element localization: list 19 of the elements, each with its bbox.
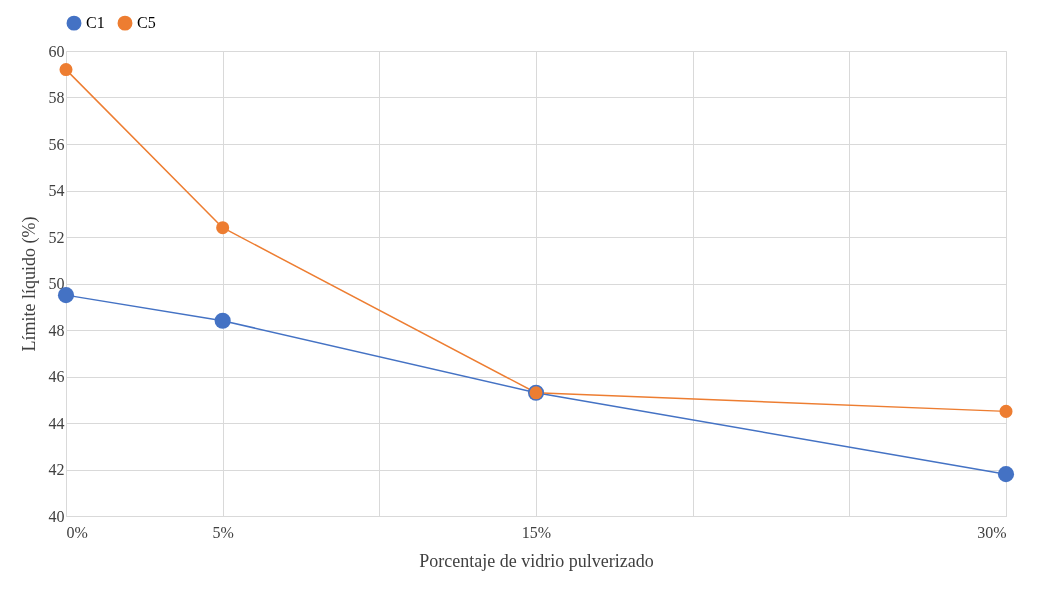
- y-tick-label: 48: [48, 321, 65, 339]
- legend-label: C1: [86, 14, 105, 32]
- x-tick-label: 30%: [977, 523, 1007, 541]
- y-tick-label: 60: [48, 42, 65, 60]
- x-tick-label: 0%: [66, 523, 88, 541]
- x-axis-title: Porcentaje de vidrio pulverizado: [419, 550, 654, 571]
- y-tick-label: 46: [48, 368, 65, 385]
- y-tick-label: 44: [48, 414, 65, 432]
- y-tick-label: 56: [48, 135, 65, 153]
- y-axis-title: Límite líquido (%): [18, 216, 40, 352]
- y-tick-label: 58: [48, 89, 65, 106]
- y-tick-label: 54: [48, 182, 65, 199]
- x-tick-label: 5%: [212, 523, 234, 541]
- y-tick-label: 52: [48, 228, 65, 246]
- y-tick-label: 42: [48, 461, 65, 478]
- x-tick-label: 15%: [521, 523, 552, 541]
- y-tick-label: 40: [48, 507, 65, 525]
- legend-label: C5: [137, 14, 156, 32]
- y-tick-label: 50: [48, 275, 65, 292]
